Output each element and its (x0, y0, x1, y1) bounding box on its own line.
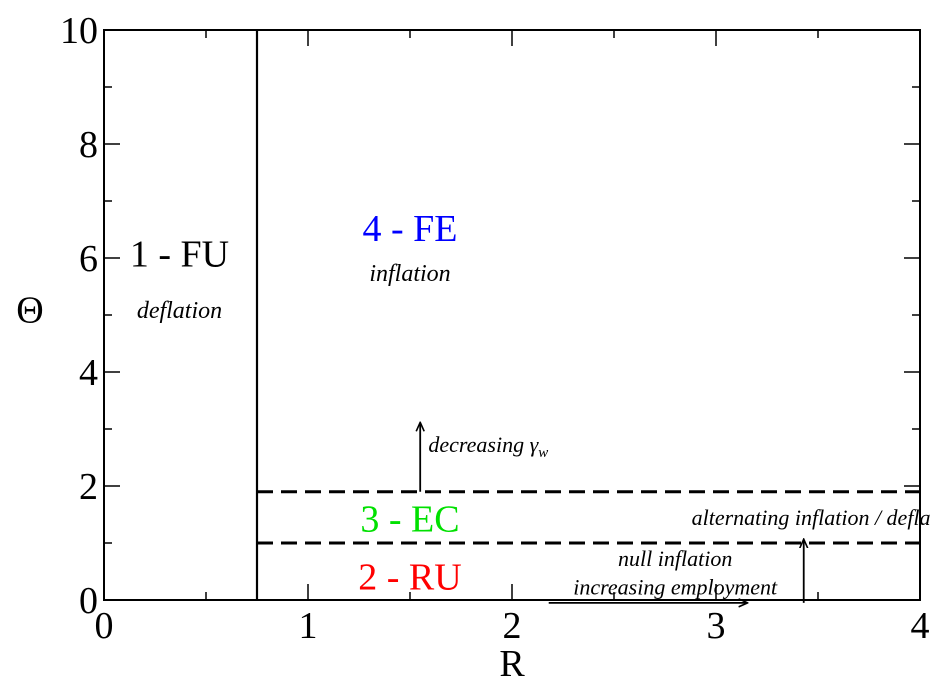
annotation-increasing-employment: increasing employment (573, 574, 778, 599)
region-label-fu: 1 - FU (130, 234, 229, 276)
y-tick-label: 0 (79, 580, 98, 622)
region-label-ec: 3 - EC (360, 499, 459, 541)
x-tick-label: 3 (707, 605, 726, 647)
annotation-alternating: alternating inflation / deflation (692, 505, 930, 530)
x-tick-label: 4 (911, 605, 930, 647)
annotation-subscript: w (538, 445, 548, 461)
plot-area: 1 - FU deflation 4 - FE inflation 3 - EC 2 - … (130, 30, 930, 603)
y-tick-label: 4 (79, 352, 98, 394)
x-axis-label: R (499, 643, 525, 680)
x-tick-label: 1 (299, 605, 318, 647)
region-sublabel-fu: deflation (137, 298, 222, 324)
annotation-decreasing: decreasing γw (428, 432, 548, 461)
ticks (103, 29, 921, 601)
region-label-ru: 2 - RU (358, 557, 461, 599)
y-tick-label: 2 (79, 466, 98, 508)
annotation-null-inflation: null inflation (618, 546, 732, 571)
x-tick-label: 0 (95, 605, 114, 647)
region-sublabel-fe: inflation (369, 261, 450, 287)
region-label-fe: 4 - FE (363, 208, 458, 250)
y-tick-label: 6 (79, 238, 98, 280)
y-tick-label: 10 (60, 10, 98, 52)
y-axis-label: Θ (16, 289, 43, 331)
x-tick-label: 2 (503, 605, 522, 647)
y-tick-label: 8 (79, 124, 98, 166)
